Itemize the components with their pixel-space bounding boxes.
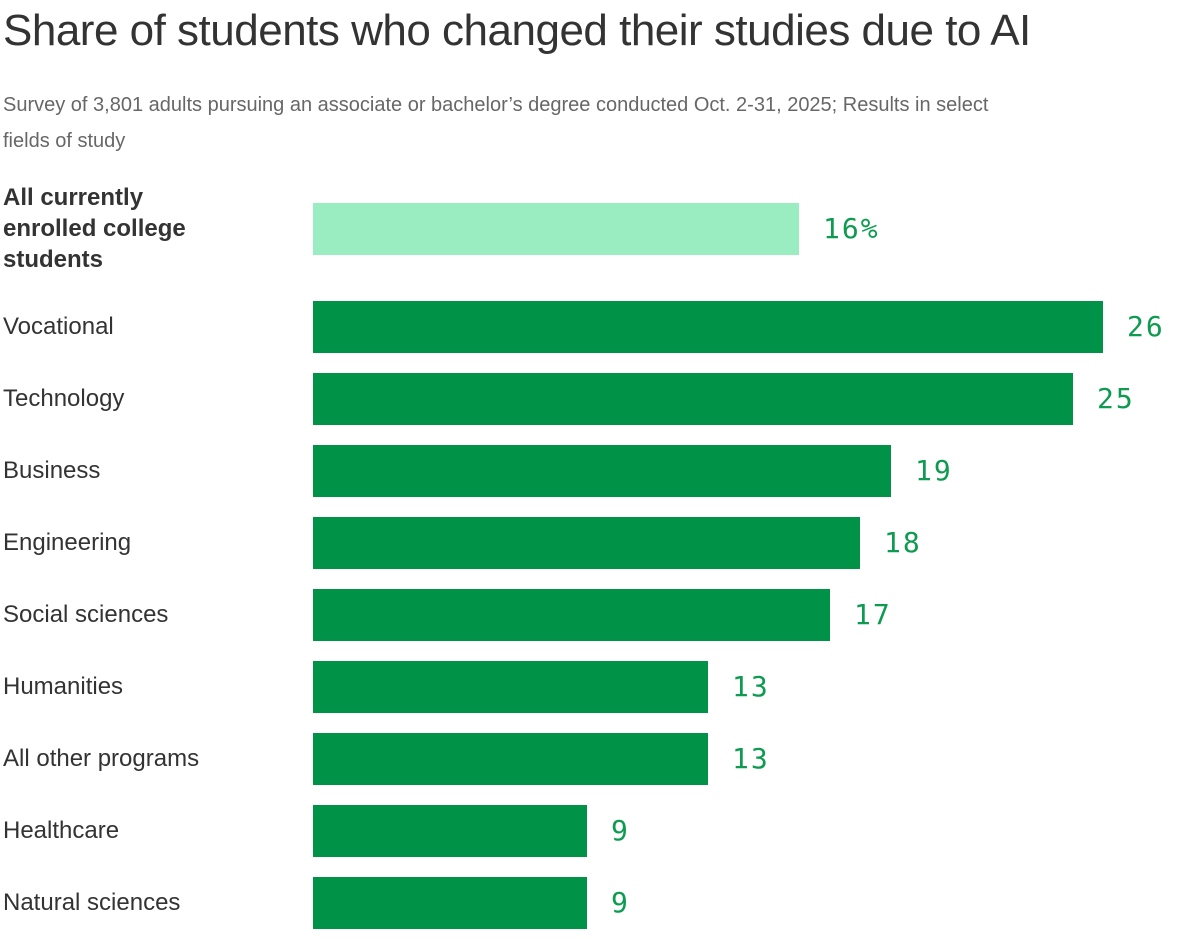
value-label: 18: [884, 525, 922, 559]
value-label: 13: [732, 741, 770, 775]
category-label: Humanities: [3, 673, 124, 701]
bar-area: 19: [313, 435, 1190, 507]
bar-area: 17: [313, 579, 1190, 651]
chart-row: Healthcare 9: [3, 795, 1190, 867]
category-label: All other programs: [3, 745, 200, 773]
category-label: Natural sciences: [3, 889, 181, 917]
bar: [313, 444, 891, 497]
value-label: 17: [854, 597, 892, 631]
chart-row: Technology 25: [3, 363, 1190, 435]
value-label: 19: [915, 453, 953, 487]
chart-row: Natural sciences 9: [3, 867, 1190, 939]
value-label: 25: [1097, 381, 1135, 415]
value-label: 9: [611, 813, 630, 847]
bar-chart: All currently enrolled college students 1…: [3, 179, 1190, 939]
value-label: 13: [732, 669, 770, 703]
bar: [313, 588, 830, 641]
bar-area: 9: [313, 867, 1190, 939]
bar-area: 26: [313, 291, 1190, 363]
chart-row: Social sciences 17: [3, 579, 1190, 651]
category-label: Vocational: [3, 313, 114, 341]
chart-row: Business 19: [3, 435, 1190, 507]
chart-row: All currently enrolled college students 1…: [3, 179, 1190, 279]
chart-row: All other programs 13: [3, 723, 1190, 795]
value-label: 26: [1127, 309, 1165, 343]
bar-area: 25: [313, 363, 1190, 435]
bar-area: 13: [313, 651, 1190, 723]
bar-area: 18: [313, 507, 1190, 579]
category-label: Business: [3, 457, 101, 485]
chart-title: Share of students who changed their stud…: [3, 6, 1031, 55]
chart-subtitle: Survey of 3,801 adults pursuing an assoc…: [3, 93, 989, 152]
value-label: 16%: [823, 211, 880, 245]
bar: [313, 300, 1103, 353]
bar-area: 9: [313, 795, 1190, 867]
category-label: Healthcare: [3, 817, 120, 845]
category-label: Engineering: [3, 529, 132, 557]
bar: [313, 732, 708, 785]
chart-row: Engineering 18: [3, 507, 1190, 579]
value-label: 9: [611, 885, 630, 919]
bar: [313, 804, 587, 857]
bar: [313, 876, 587, 929]
chart-row: Vocational 26: [3, 291, 1190, 363]
category-label: Social sciences: [3, 601, 169, 629]
category-label: Technology: [3, 385, 125, 413]
chart-row: Humanities 13: [3, 651, 1190, 723]
category-label: All currently enrolled college students: [3, 184, 186, 274]
bar-area: 13: [313, 723, 1190, 795]
bar: [313, 516, 860, 569]
bar: [313, 202, 799, 255]
bar-area: 16%: [313, 179, 1190, 279]
bar: [313, 372, 1073, 425]
chart-container: Share of students who changed their stud…: [3, 6, 1190, 939]
bar: [313, 660, 708, 713]
